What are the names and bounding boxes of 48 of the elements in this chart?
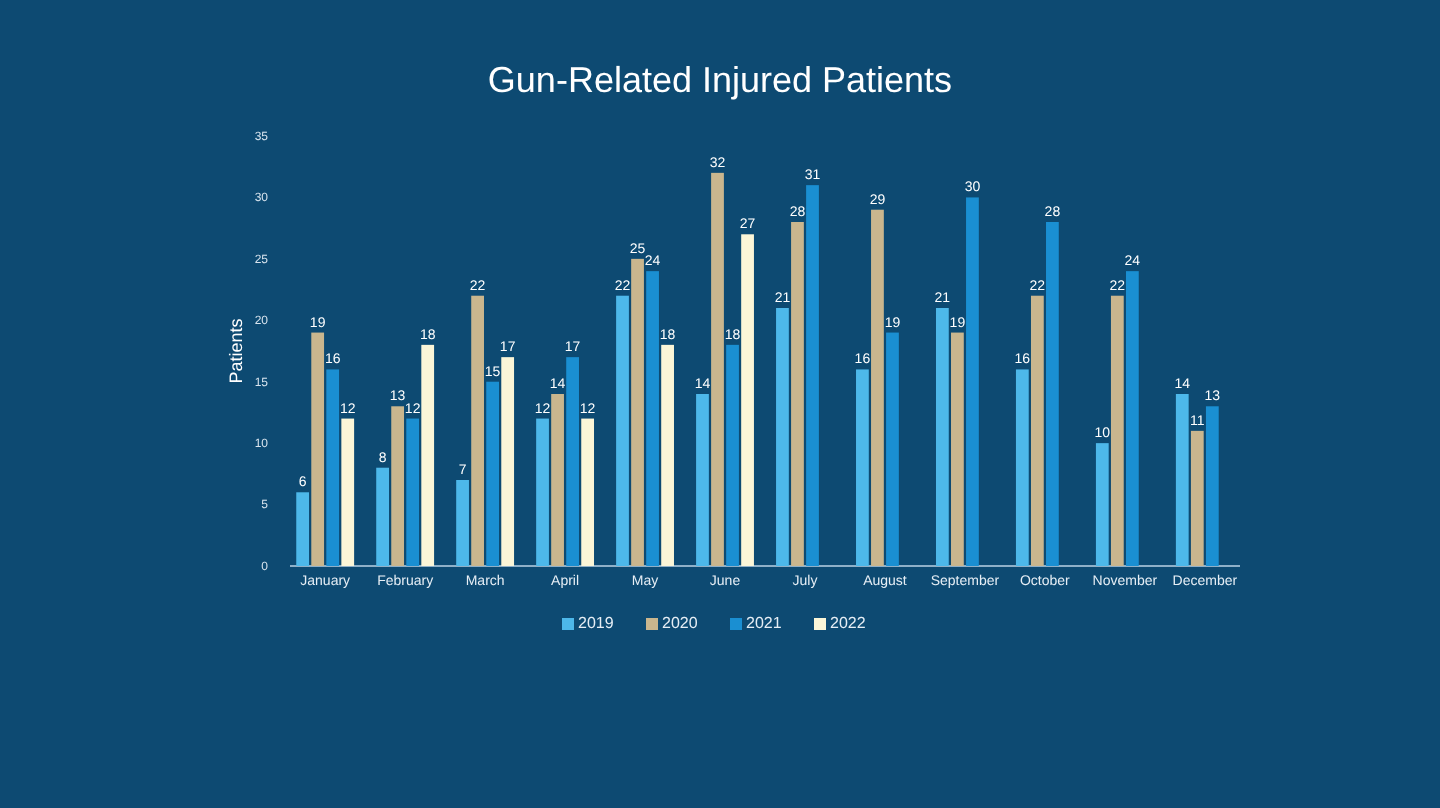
legend-label: 2021 xyxy=(746,614,783,632)
bar xyxy=(391,406,405,566)
legend-label: 2019 xyxy=(578,614,615,632)
bar xyxy=(661,344,674,566)
bar xyxy=(871,209,884,566)
bar xyxy=(886,332,899,566)
bar xyxy=(456,480,469,566)
bar xyxy=(376,467,389,566)
bar xyxy=(551,394,564,566)
bar xyxy=(726,344,739,566)
bar xyxy=(536,418,549,566)
bar xyxy=(806,185,819,566)
legend-label: 2022 xyxy=(830,614,867,632)
y-axis-title: Patients xyxy=(226,317,246,384)
bar xyxy=(341,418,355,566)
bar xyxy=(486,381,500,566)
bar xyxy=(566,357,579,566)
bar xyxy=(326,369,340,566)
bar xyxy=(741,234,754,566)
bar xyxy=(935,308,949,566)
bar xyxy=(311,332,325,566)
bar xyxy=(1205,406,1219,566)
bar xyxy=(616,295,629,566)
bar xyxy=(406,418,420,566)
bar xyxy=(646,271,659,566)
bar xyxy=(711,172,724,566)
bar xyxy=(1046,222,1059,566)
bar xyxy=(951,332,964,566)
bar xyxy=(296,492,310,566)
bar xyxy=(631,258,644,566)
bar xyxy=(1095,443,1109,566)
bar xyxy=(696,394,709,566)
bar xyxy=(1125,271,1139,566)
bar xyxy=(966,197,979,566)
chart-title: Gun-Related Injured Patients xyxy=(487,60,953,100)
bar xyxy=(581,418,595,566)
bar xyxy=(1030,295,1044,566)
bar xyxy=(1190,430,1204,566)
bar xyxy=(501,357,515,566)
bar xyxy=(421,344,435,566)
bar xyxy=(856,369,869,566)
bar xyxy=(1015,369,1029,566)
bar xyxy=(791,222,804,566)
bar xyxy=(1110,295,1124,566)
bar xyxy=(1175,394,1189,566)
bar xyxy=(776,308,789,566)
bar xyxy=(471,295,484,566)
legend-label: 2020 xyxy=(662,614,699,632)
